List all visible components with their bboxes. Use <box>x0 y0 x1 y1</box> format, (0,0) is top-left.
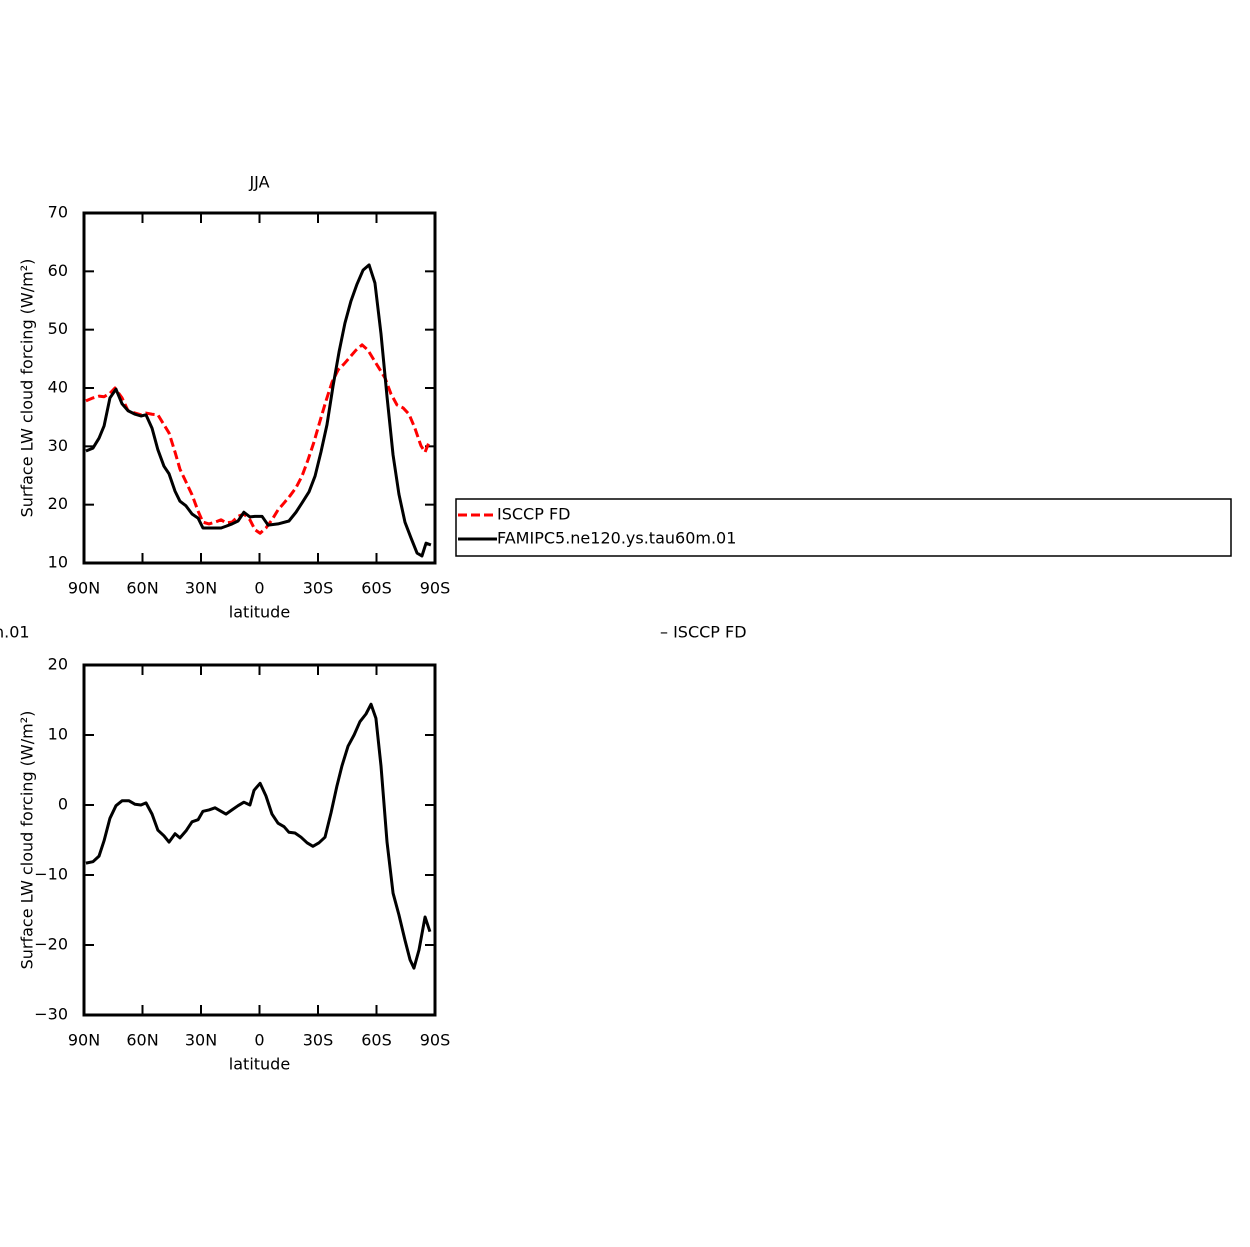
x-tick-label: 30N <box>185 1031 217 1050</box>
y-tick-label: 60 <box>48 261 68 280</box>
y-tick-label: 40 <box>48 378 68 397</box>
y-tick-label: 70 <box>48 203 68 222</box>
legend-label: FAMIPC5.ne120.ys.tau60m.01 <box>497 529 736 548</box>
legend-label: ISCCP FD <box>497 505 570 524</box>
x-tick-label: 60N <box>126 579 158 598</box>
x-axis-label: latitude <box>229 603 290 622</box>
legend-box <box>455 498 1232 557</box>
y-axis-label: Surface LW cloud forcing (W/m²) <box>18 711 37 970</box>
plot-frame <box>82 211 437 565</box>
x-axis-label: latitude <box>229 1055 290 1074</box>
y-tick-label: −30 <box>34 1005 68 1024</box>
y-tick-label: 10 <box>48 553 68 572</box>
x-tick-label: 0 <box>254 1031 264 1050</box>
x-tick-label: 90N <box>68 579 100 598</box>
x-tick-label: 60S <box>361 1031 392 1050</box>
y-tick-label: 50 <box>48 319 68 338</box>
x-tick-label: 90S <box>420 1031 451 1050</box>
chart-title: n.01 <box>0 623 30 642</box>
y-tick-label: 20 <box>48 655 68 674</box>
y-tick-label: −20 <box>34 935 68 954</box>
y-axis-label: Surface LW cloud forcing (W/m²) <box>18 259 37 518</box>
y-tick-label: 10 <box>48 725 68 744</box>
x-tick-label: 90S <box>420 579 451 598</box>
x-tick-label: 30S <box>303 1031 334 1050</box>
x-tick-label: 60S <box>361 579 392 598</box>
y-tick-label: 30 <box>48 436 68 455</box>
plot-frame <box>82 663 437 1017</box>
x-tick-label: 90N <box>68 1031 100 1050</box>
x-tick-label: 30S <box>303 579 334 598</box>
x-tick-label: 60N <box>126 1031 158 1050</box>
y-tick-label: 0 <box>58 795 68 814</box>
data-line <box>85 263 432 558</box>
chart-title: – ISCCP FD <box>660 623 747 642</box>
data-line <box>85 343 432 535</box>
y-tick-label: 20 <box>48 494 68 513</box>
x-tick-label: 0 <box>254 579 264 598</box>
x-tick-label: 30N <box>185 579 217 598</box>
data-line <box>85 702 432 970</box>
chart-title: JJA <box>248 173 269 192</box>
y-tick-label: −10 <box>34 865 68 884</box>
